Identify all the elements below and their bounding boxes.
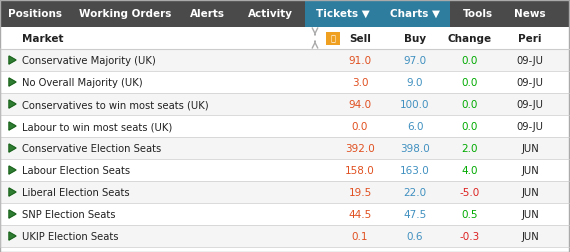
FancyBboxPatch shape [0,159,570,181]
Text: No Overall Majority (UK): No Overall Majority (UK) [22,78,142,88]
Text: Labour to win most seats (UK): Labour to win most seats (UK) [22,121,172,132]
FancyBboxPatch shape [0,203,570,225]
Polygon shape [9,122,16,131]
FancyBboxPatch shape [0,225,570,247]
FancyBboxPatch shape [0,181,570,203]
Text: 0.6: 0.6 [407,231,424,241]
FancyBboxPatch shape [0,137,570,159]
Text: JUN: JUN [521,231,539,241]
Text: SNP Election Seats: SNP Election Seats [22,209,116,219]
Text: 9.0: 9.0 [407,78,424,88]
Text: 0.0: 0.0 [462,121,478,132]
Text: Market: Market [22,34,63,44]
Text: 09-JU: 09-JU [516,56,544,66]
Text: News: News [514,9,546,19]
FancyBboxPatch shape [235,0,305,28]
Text: Charts ▼: Charts ▼ [390,9,440,19]
Text: JUN: JUN [521,187,539,197]
Text: 0.0: 0.0 [462,78,478,88]
FancyBboxPatch shape [0,50,570,72]
FancyBboxPatch shape [326,33,340,46]
Text: Buy: Buy [404,34,426,44]
Text: 0.1: 0.1 [352,231,368,241]
FancyBboxPatch shape [0,115,570,137]
Text: Activity: Activity [247,9,292,19]
FancyBboxPatch shape [0,0,70,28]
Text: JUN: JUN [521,209,539,219]
Text: 4.0: 4.0 [462,165,478,175]
FancyBboxPatch shape [305,0,380,28]
Text: 94.0: 94.0 [348,100,372,110]
FancyBboxPatch shape [70,0,180,28]
FancyBboxPatch shape [555,0,570,28]
Text: 2.0: 2.0 [462,143,478,153]
Text: 158.0: 158.0 [345,165,375,175]
FancyBboxPatch shape [380,0,450,28]
Text: Conservative Election Seats: Conservative Election Seats [22,143,161,153]
FancyBboxPatch shape [0,28,570,50]
Text: 44.5: 44.5 [348,209,372,219]
Polygon shape [9,57,16,65]
Text: Sell: Sell [349,34,371,44]
Text: 09-JU: 09-JU [516,78,544,88]
Text: -0.3: -0.3 [460,231,480,241]
Polygon shape [9,101,16,109]
Text: 6.0: 6.0 [407,121,424,132]
Text: -5.0: -5.0 [460,187,480,197]
Text: JUN: JUN [521,143,539,153]
Text: 392.0: 392.0 [345,143,375,153]
Polygon shape [9,79,16,87]
Text: 163.0: 163.0 [400,165,430,175]
Text: Conservative Majority (UK): Conservative Majority (UK) [22,56,156,66]
Text: Positions: Positions [8,9,62,19]
Text: JUN: JUN [521,165,539,175]
Text: 0.5: 0.5 [462,209,478,219]
Text: 🔒: 🔒 [331,34,336,43]
Polygon shape [9,166,16,174]
Text: 398.0: 398.0 [400,143,430,153]
FancyBboxPatch shape [505,0,555,28]
Text: 22.0: 22.0 [404,187,426,197]
Text: 47.5: 47.5 [404,209,426,219]
Text: 97.0: 97.0 [404,56,426,66]
Polygon shape [9,188,16,196]
Text: UKIP Election Seats: UKIP Election Seats [22,231,119,241]
Text: Alerts: Alerts [190,9,225,19]
Text: 100.0: 100.0 [400,100,430,110]
Text: 0.0: 0.0 [352,121,368,132]
Text: Tickets ▼: Tickets ▼ [316,9,369,19]
Polygon shape [9,232,16,240]
FancyBboxPatch shape [0,94,570,115]
Text: Change: Change [448,34,492,44]
Text: 0.0: 0.0 [462,56,478,66]
Text: 09-JU: 09-JU [516,121,544,132]
Text: 09-JU: 09-JU [516,100,544,110]
Text: Labour Election Seats: Labour Election Seats [22,165,130,175]
Text: 0.0: 0.0 [462,100,478,110]
Text: 3.0: 3.0 [352,78,368,88]
Text: Conservatives to win most seats (UK): Conservatives to win most seats (UK) [22,100,209,110]
Text: Peri: Peri [518,34,542,44]
Text: Working Orders: Working Orders [79,9,171,19]
Polygon shape [9,144,16,152]
FancyBboxPatch shape [180,0,235,28]
Polygon shape [9,210,16,218]
Text: 91.0: 91.0 [348,56,372,66]
Text: Liberal Election Seats: Liberal Election Seats [22,187,129,197]
Text: Tools: Tools [462,9,492,19]
Text: 19.5: 19.5 [348,187,372,197]
FancyBboxPatch shape [450,0,505,28]
FancyBboxPatch shape [0,72,570,94]
